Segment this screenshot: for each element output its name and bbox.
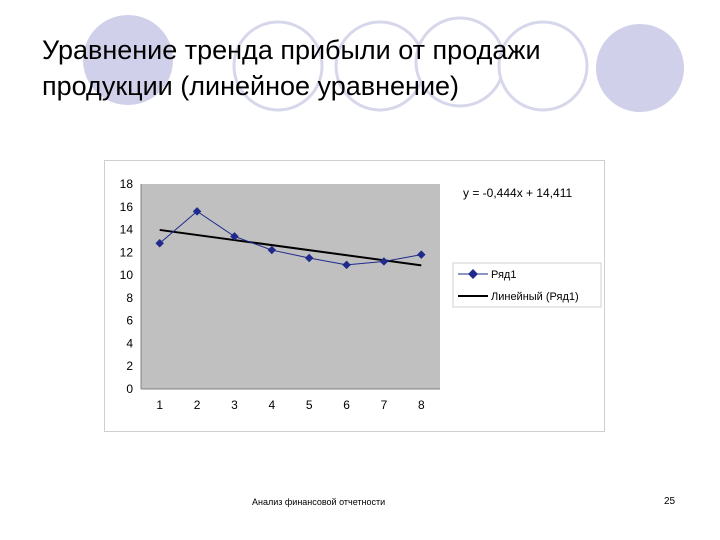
data-point (155, 238, 164, 248)
legend-box (452, 262, 602, 308)
y-tick-label: 6 (126, 314, 133, 328)
y-tick-label: 18 (120, 177, 134, 191)
deco-circle-6 (596, 24, 684, 112)
y-tick-label: 16 (120, 200, 134, 214)
decorative-circles (83, 15, 684, 112)
y-tick-labels: 0 2 4 6 8 10 12 14 16 18 (120, 177, 134, 396)
series-line-ryad1 (159, 210, 422, 266)
page-number: 25 (664, 496, 676, 507)
data-point (379, 257, 389, 266)
x-tick-labels: 1 2 3 4 5 6 7 8 (156, 398, 425, 412)
y-tick-label: 4 (126, 336, 133, 350)
data-point (230, 232, 239, 241)
x-tick-label: 4 (268, 398, 275, 412)
data-point (342, 260, 351, 270)
x-tick-label: 8 (418, 398, 425, 412)
deco-circle-2 (232, 20, 324, 112)
legend: Ряд1 Линейный (Ряд1) (452, 262, 602, 308)
x-tick-label: 3 (231, 398, 238, 412)
footer-text: Анализ финансовой отчетности (252, 497, 386, 507)
data-point (267, 245, 277, 255)
plot-area (141, 184, 440, 389)
y-tick-label: 10 (120, 268, 134, 282)
legend-trend-label: Линейный (Ряд1) (491, 291, 579, 303)
data-point (304, 253, 314, 263)
y-tick-label: 2 (126, 359, 133, 373)
slide-title: Уравнение тренда прибыли от продажи прод… (42, 35, 541, 101)
data-point (417, 250, 426, 259)
x-tick-label: 1 (156, 398, 163, 412)
x-tick-label: 7 (381, 398, 388, 412)
x-tick-label: 5 (306, 398, 313, 412)
y-tick-label: 14 (120, 223, 134, 237)
trend-line (159, 228, 422, 267)
y-tick-label: 8 (126, 291, 133, 305)
y-tick-label: 12 (120, 245, 134, 259)
trend-equation: y = -0,444x + 14,411 (463, 186, 573, 200)
deco-circle-5 (497, 20, 589, 112)
x-tick-label: 6 (343, 398, 350, 412)
x-tick-label: 2 (194, 398, 201, 412)
y-tick-label: 0 (126, 382, 133, 396)
deco-circle-1 (83, 15, 173, 105)
legend-series-label: Ряд1 (491, 269, 516, 281)
